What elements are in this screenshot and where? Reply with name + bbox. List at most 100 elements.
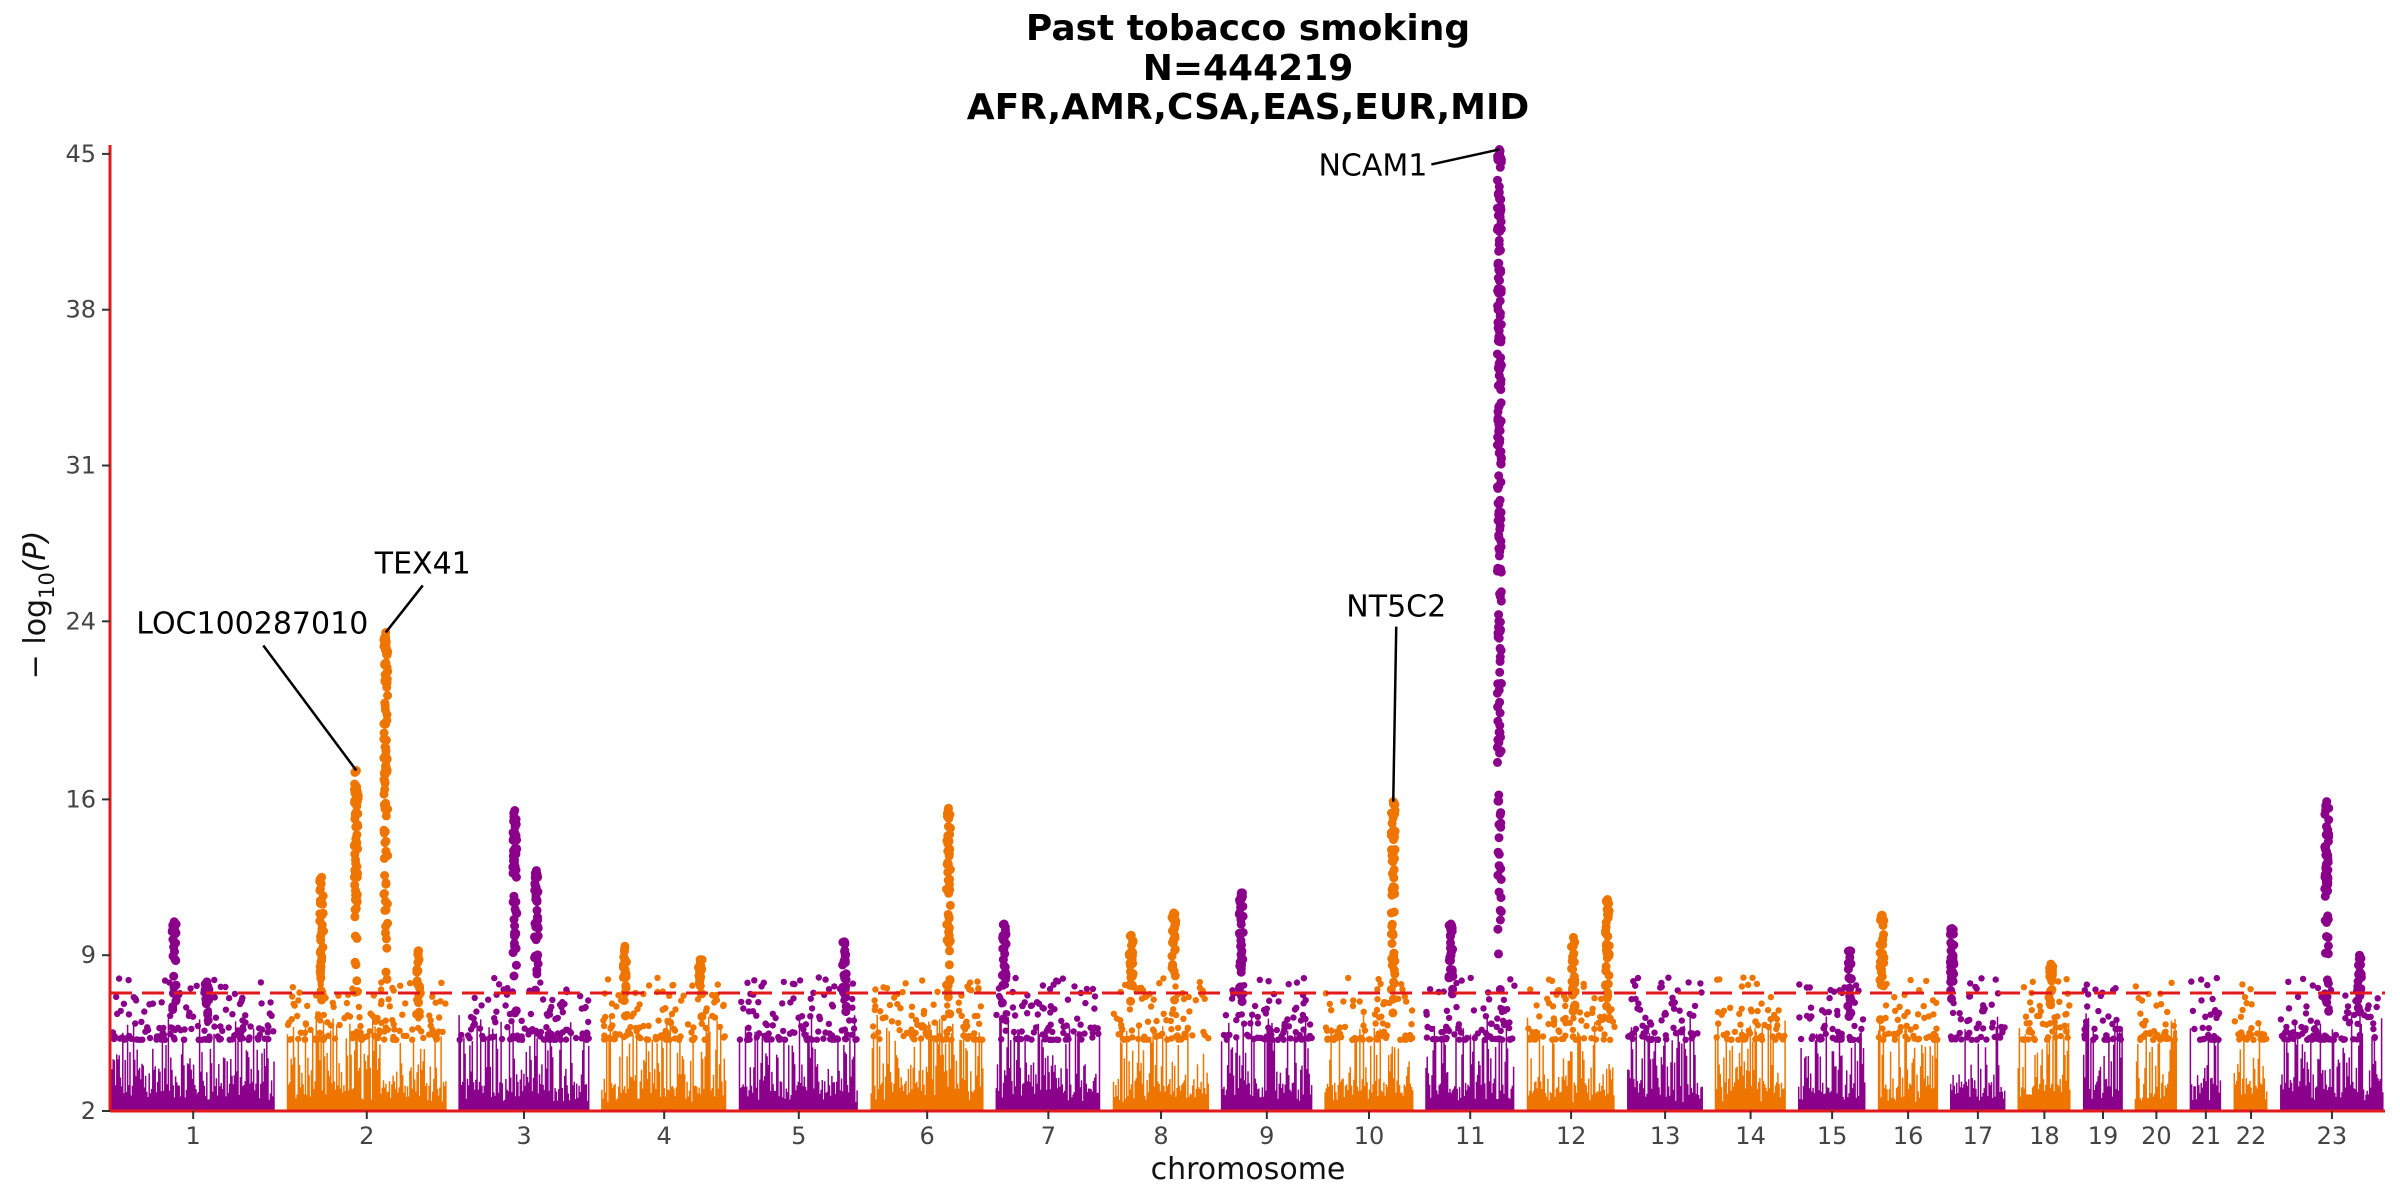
- snp-point: [171, 1036, 178, 1043]
- snp-point: [955, 999, 962, 1006]
- snp-point: [1144, 1018, 1152, 1025]
- snp-point: [1600, 1036, 1608, 1043]
- snp-point: [2081, 1035, 2088, 1042]
- snp-point: [382, 716, 392, 725]
- snp-point: [1462, 1036, 1469, 1043]
- snp-point: [1467, 974, 1474, 982]
- snp-point: [1240, 1020, 1248, 1027]
- snp-point: [132, 997, 140, 1004]
- snp-point: [974, 978, 981, 985]
- snp-point: [2164, 1008, 2171, 1016]
- snp-point: [509, 915, 519, 924]
- snp-point: [1138, 995, 1146, 1002]
- snp-point: [1495, 589, 1505, 599]
- snp-point: [216, 1036, 223, 1043]
- snp-point: [1688, 1035, 1695, 1042]
- snp-point: [2084, 1003, 2091, 1010]
- snp-point: [353, 1028, 360, 1035]
- snp-point: [998, 931, 1008, 940]
- snp-point: [1387, 921, 1397, 931]
- snp-point: [2091, 1025, 2098, 1033]
- snp-point: [1894, 1030, 1901, 1037]
- snp-point: [1455, 1021, 1463, 1028]
- snp-point: [1254, 1020, 1262, 1027]
- snp-point: [301, 1036, 308, 1043]
- snp-point: [1989, 1024, 1996, 1031]
- snp-point: [2056, 998, 2063, 1005]
- snp-point: [787, 999, 794, 1006]
- snp-point: [1345, 974, 1352, 982]
- snp-point: [807, 995, 814, 1002]
- snp-point: [518, 1017, 525, 1024]
- snp-point: [1678, 1017, 1686, 1024]
- snp-point: [1929, 997, 1937, 1004]
- snp-point: [1389, 979, 1399, 988]
- snp-point: [2029, 978, 2037, 985]
- x-tick-label: 3: [516, 1122, 531, 1150]
- snp-point: [2322, 847, 2332, 857]
- snp-point: [2319, 1035, 2326, 1042]
- x-tick-label: 6: [920, 1122, 935, 1150]
- snp-point: [2113, 1016, 2120, 1024]
- snp-point: [971, 1030, 978, 1037]
- snp-point: [897, 1005, 904, 1012]
- snp-point: [1236, 919, 1246, 929]
- y-axis-label-subscript: 10: [35, 572, 59, 599]
- chromosome-points-9: [1220, 975, 1315, 1111]
- snp-point: [1170, 922, 1180, 932]
- snp-point: [802, 1021, 810, 1028]
- snp-point: [1822, 1030, 1830, 1038]
- snp-point: [620, 1011, 630, 1021]
- snp-point: [1456, 1036, 1463, 1043]
- snp-point: [920, 1007, 928, 1015]
- snp-point: [1494, 610, 1504, 620]
- snp-point: [2189, 1007, 2197, 1015]
- axes: [108, 145, 2385, 1113]
- snp-point: [415, 983, 425, 993]
- snp-point: [351, 781, 361, 791]
- snp-point: [1058, 1017, 1065, 1025]
- snp-point: [2283, 1023, 2290, 1031]
- snp-point: [1366, 1036, 1374, 1043]
- snp-point: [511, 1006, 521, 1016]
- snp-point: [842, 1036, 850, 1043]
- snp-point: [1494, 887, 1504, 897]
- snp-point: [1964, 1034, 1971, 1041]
- snp-point: [891, 994, 898, 1001]
- snp-point: [2171, 1036, 2178, 1044]
- snp-point: [414, 998, 423, 1008]
- snp-point: [193, 982, 200, 989]
- snp-point: [620, 969, 630, 979]
- snp-point: [2350, 1036, 2357, 1043]
- snp-point: [886, 1001, 894, 1009]
- snp-point: [511, 849, 521, 859]
- y-tick-label: 2: [81, 1097, 96, 1125]
- snp-point: [1493, 203, 1502, 213]
- snp-point: [211, 1023, 218, 1030]
- snp-point: [1326, 1000, 1334, 1008]
- snp-point: [1174, 1024, 1182, 1032]
- chromosome-points-15: [1796, 981, 1867, 1111]
- snp-point: [2321, 883, 2330, 893]
- snp-point: [2095, 1007, 2102, 1015]
- snp-point: [843, 1031, 851, 1038]
- snp-point: [1496, 596, 1506, 606]
- snp-point: [302, 1020, 309, 1027]
- snp-point: [1170, 931, 1180, 940]
- snp-point: [2314, 984, 2322, 992]
- snp-point: [2215, 1036, 2222, 1043]
- snp-point: [625, 1027, 632, 1035]
- snp-point: [975, 1020, 983, 1027]
- snp-point: [1387, 939, 1397, 948]
- snp-point: [1485, 996, 1493, 1003]
- snp-point: [1956, 1010, 1963, 1017]
- annotation-leader-line: [262, 644, 358, 772]
- snp-point: [377, 1000, 385, 1008]
- peak-top-point: [202, 977, 212, 987]
- snp-point: [2343, 1008, 2351, 1016]
- snp-point: [548, 1030, 555, 1038]
- snp-point: [1496, 818, 1506, 828]
- chromosome-points-21: [2188, 974, 2223, 1111]
- snp-point: [532, 969, 542, 979]
- snp-point: [321, 1034, 328, 1041]
